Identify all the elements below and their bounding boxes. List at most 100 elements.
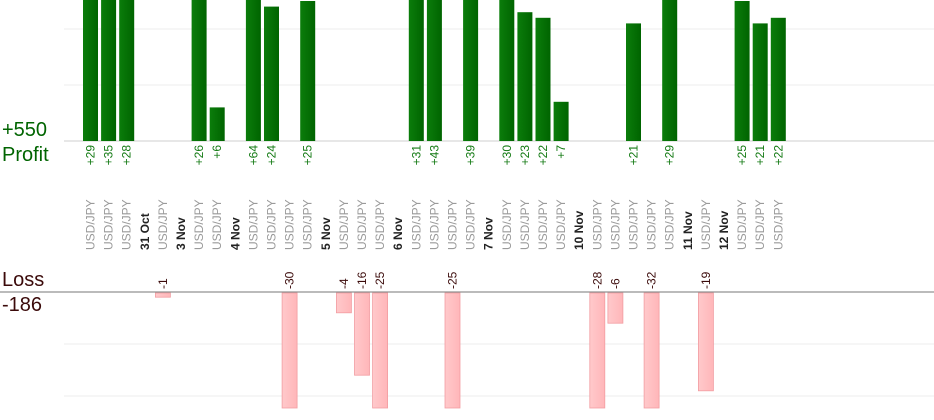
profit-bar[interactable]: [463, 0, 479, 141]
loss-bar[interactable]: [444, 292, 461, 409]
profit-value-label: +22: [536, 145, 550, 166]
profit-bar[interactable]: [662, 0, 678, 141]
profit-bar[interactable]: [517, 12, 533, 142]
pair-label: USD/JPY: [337, 199, 351, 250]
loss-value-label: -25: [446, 271, 460, 289]
pair-label: USD/JPY: [156, 199, 170, 250]
loss-bar[interactable]: [589, 292, 606, 409]
date-label: 10 Nov: [572, 210, 586, 250]
loss-bar[interactable]: [281, 292, 298, 409]
pair-label: USD/JPY: [771, 199, 785, 250]
profit-bar[interactable]: [191, 0, 207, 141]
date-label: 31 Oct: [138, 213, 152, 250]
pair-label: USD/JPY: [409, 199, 423, 250]
profit-value-label: +24: [265, 145, 279, 166]
profit-bar[interactable]: [626, 23, 641, 141]
profit-bar[interactable]: [245, 0, 261, 141]
loss-bar[interactable]: [335, 292, 352, 314]
loss-bar[interactable]: [154, 292, 171, 298]
loss-value-label: -4: [337, 278, 351, 289]
pair-label: USD/JPY: [554, 199, 568, 250]
profit-bar[interactable]: [535, 17, 551, 141]
pair-label: USD/JPY: [735, 199, 749, 250]
pair-label: USD/JPY: [283, 199, 297, 250]
profit-value-label: +31: [409, 145, 423, 166]
profit-value-label: +7: [554, 145, 568, 159]
profit-bar[interactable]: [101, 0, 117, 141]
profit-bar[interactable]: [408, 0, 424, 141]
loss-total: -186: [2, 294, 43, 316]
pair-label: USD/JPY: [590, 199, 604, 250]
date-label: 12 Nov: [717, 210, 731, 250]
profit-value-label: +28: [120, 145, 134, 166]
date-label: 3 Nov: [174, 217, 188, 250]
pair-label: USD/JPY: [699, 199, 713, 250]
profit-bar[interactable]: [300, 1, 316, 141]
loss-value-label: -1: [156, 278, 170, 289]
pair-label: USD/JPY: [536, 199, 550, 250]
pair-label: USD/JPY: [500, 199, 514, 250]
profit-value-label: +6: [210, 145, 224, 159]
grid: [0, 28, 934, 397]
loss-bar[interactable]: [354, 292, 370, 376]
profit-value-label: +26: [192, 145, 206, 166]
profit-value-label: +25: [301, 145, 315, 166]
loss-value-label: -25: [373, 271, 387, 289]
loss-bar[interactable]: [607, 292, 624, 324]
loss-value-label: -16: [355, 271, 369, 289]
pair-label: USD/JPY: [753, 199, 767, 250]
pair-label: USD/JPY: [246, 199, 260, 250]
loss-value-label: -28: [590, 271, 604, 289]
loss-value-label: -6: [608, 278, 622, 289]
pair-label: USD/JPY: [84, 199, 98, 250]
labels: USD/JPY +29 USD/JPY +35 USD/JPY +28 31 Oct USD/…: [84, 145, 786, 289]
loss-bar[interactable]: [643, 292, 660, 409]
pair-label: USD/JPY: [427, 199, 441, 250]
profit-bar[interactable]: [499, 0, 515, 141]
profit-bar[interactable]: [119, 0, 135, 141]
pair-label: USD/JPY: [373, 199, 387, 250]
profit-bar[interactable]: [209, 107, 225, 141]
pair-label: USD/JPY: [355, 199, 369, 250]
profit-value-label: +39: [464, 145, 478, 166]
loss-bar[interactable]: [372, 292, 389, 409]
profit-value-label: +35: [102, 145, 116, 166]
profit-value-label: +22: [771, 145, 785, 166]
date-label: 11 Nov: [681, 211, 695, 250]
pair-label: USD/JPY: [192, 199, 206, 250]
date-label: 6 Nov: [391, 217, 405, 250]
profit-bar[interactable]: [770, 17, 786, 141]
date-label: 7 Nov: [482, 217, 496, 250]
profit-total: +550: [2, 119, 48, 141]
loss-bar[interactable]: [698, 292, 714, 392]
pair-label: USD/JPY: [663, 199, 677, 250]
pair-label: USD/JPY: [265, 199, 279, 250]
pair-label: USD/JPY: [446, 199, 460, 250]
loss-value-label: -30: [283, 271, 297, 289]
profit-value-label: +29: [663, 145, 677, 166]
profit-value-label: +30: [500, 145, 514, 166]
date-label: 4 Nov: [228, 217, 242, 250]
pair-label: USD/JPY: [120, 199, 134, 250]
loss-value-label: -32: [645, 271, 659, 289]
pair-label: USD/JPY: [464, 199, 478, 250]
pair-label: USD/JPY: [301, 199, 315, 250]
profit-value-label: +21: [753, 145, 767, 166]
pair-label: USD/JPY: [518, 199, 532, 250]
profit-value-label: +25: [735, 145, 749, 166]
profit-bar[interactable]: [426, 0, 442, 141]
profit-value-label: +23: [518, 145, 532, 166]
pair-label: USD/JPY: [210, 199, 224, 250]
loss-label: Loss: [2, 269, 45, 291]
profit-value-label: +43: [427, 145, 441, 166]
profit-label: Profit: [2, 144, 49, 166]
profit-bar[interactable]: [264, 6, 279, 141]
profit-bar[interactable]: [752, 23, 768, 141]
profit-bar[interactable]: [553, 101, 569, 141]
profit-bar[interactable]: [83, 0, 98, 141]
pair-label: USD/JPY: [608, 199, 622, 250]
pair-label: USD/JPY: [627, 199, 641, 250]
date-label: 5 Nov: [319, 217, 333, 250]
profit-bar[interactable]: [734, 1, 750, 141]
